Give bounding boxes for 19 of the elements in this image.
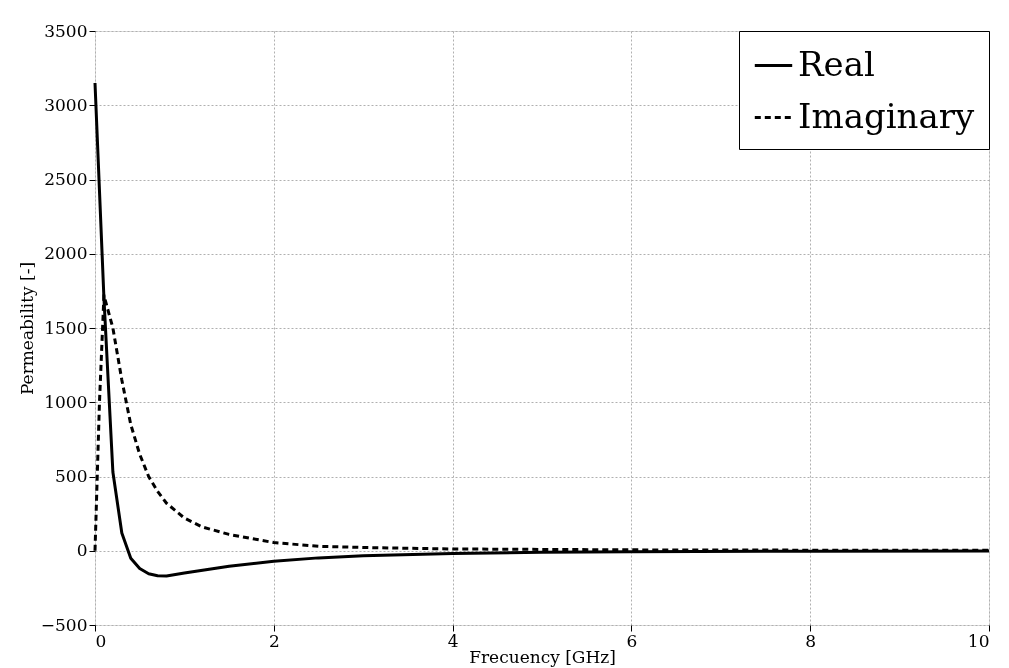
y-tick-label: 1000 bbox=[44, 391, 88, 412]
x-tick-label: 4 bbox=[447, 630, 459, 651]
x-tick-label: 10 bbox=[967, 630, 990, 651]
y-tick-label: 3000 bbox=[44, 94, 88, 115]
y-tick-label: 2500 bbox=[44, 169, 88, 189]
y-axis-title: Permeability [-] bbox=[16, 261, 37, 396]
x-tick-label: 8 bbox=[805, 630, 817, 651]
y-tick-label: −500 bbox=[40, 614, 88, 635]
y-tick-label: 3500 bbox=[44, 20, 88, 41]
y-tick-label: 2000 bbox=[44, 243, 88, 264]
legend-label: Real bbox=[798, 43, 875, 84]
x-tick-label: 0 bbox=[95, 630, 107, 651]
legend-label: Imaginary bbox=[798, 95, 975, 136]
x-tick-label: 2 bbox=[268, 630, 280, 651]
x-tick-label: 6 bbox=[626, 630, 638, 651]
y-tick-label: 0 bbox=[76, 540, 88, 561]
y-tick-label: 1500 bbox=[44, 317, 88, 338]
x-axis-title: Frecuency [GHz] bbox=[469, 646, 616, 667]
y-tick-label: 500 bbox=[55, 466, 88, 486]
